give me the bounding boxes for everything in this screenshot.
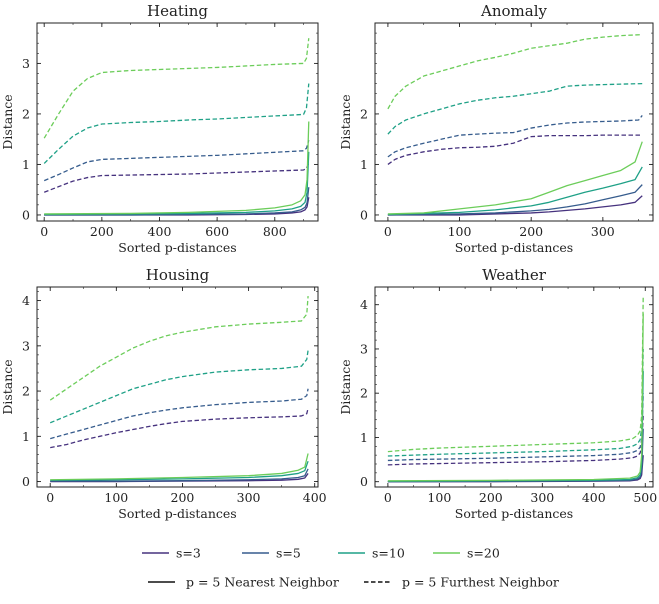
series-line-s10-dashed bbox=[43, 83, 310, 164]
legend: s=3 s=5 s=10 s=20 p = 5 Nearest Neighbor p = … bbox=[142, 546, 559, 590]
x-tick-label: 200 bbox=[479, 490, 503, 505]
x-tick-label: 500 bbox=[633, 490, 657, 505]
panel-title: Weather bbox=[482, 266, 547, 284]
x-tick-label: 600 bbox=[205, 224, 229, 239]
x-tick-label: 0 bbox=[46, 490, 54, 505]
series-line-s10-dashed bbox=[49, 350, 309, 424]
x-tick-label: 300 bbox=[591, 224, 615, 239]
y-tick-label: 0 bbox=[22, 207, 30, 222]
x-axis-label: Sorted p-distances bbox=[118, 506, 236, 521]
panel-title: Housing bbox=[146, 266, 210, 284]
series-line-s3-dashed bbox=[43, 162, 310, 193]
y-tick-label: 2 bbox=[22, 384, 30, 399]
axes-frame bbox=[36, 286, 319, 488]
x-tick-label: 100 bbox=[427, 490, 451, 505]
legend-style-label: p = 5 Furthest Neighbor bbox=[402, 575, 559, 590]
x-tick-label: 400 bbox=[148, 224, 172, 239]
x-axis-label: Sorted p-distances bbox=[455, 506, 573, 521]
y-tick-label: 3 bbox=[360, 341, 368, 356]
x-tick-label: 200 bbox=[171, 490, 195, 505]
series-group bbox=[387, 295, 644, 483]
y-tick-label: 1 bbox=[22, 429, 30, 444]
series-line-s20-dashed bbox=[49, 296, 309, 401]
x-tick-label: 100 bbox=[448, 224, 472, 239]
y-tick-label: 1 bbox=[22, 157, 30, 172]
x-tick-label: 200 bbox=[90, 224, 114, 239]
y-tick-label: 0 bbox=[22, 474, 30, 489]
panel-title: Heating bbox=[147, 2, 208, 20]
series-line-s10-solid bbox=[44, 151, 310, 216]
x-tick-label: 0 bbox=[384, 490, 392, 505]
series-line-s5-solid bbox=[50, 468, 309, 482]
y-tick-label: 2 bbox=[360, 106, 368, 121]
series-line-s10-solid bbox=[50, 460, 309, 481]
y-tick-label: 3 bbox=[22, 56, 30, 71]
series-group bbox=[49, 296, 309, 483]
series-line-s5-dashed bbox=[43, 140, 310, 182]
panel-weather: 0 100 200 300 400 500 0 1 2 3 4 Weather Sorted p-dis… bbox=[338, 266, 657, 521]
y-tick-label: 3 bbox=[22, 338, 30, 353]
series-line-s3-dashed bbox=[387, 134, 643, 165]
legend-style-label: p = 5 Nearest Neighbor bbox=[186, 575, 339, 590]
y-tick-label: 4 bbox=[360, 297, 368, 312]
series-line-s5-dashed bbox=[50, 388, 309, 440]
series-line-s5-dashed bbox=[387, 115, 643, 158]
y-axis-label: Distance bbox=[338, 94, 353, 149]
x-tick-label: 300 bbox=[530, 490, 554, 505]
y-axis-label: Distance bbox=[338, 359, 353, 414]
legend-label: s=10 bbox=[372, 546, 405, 561]
x-tick-label: 200 bbox=[519, 224, 543, 239]
y-tick-label: 2 bbox=[22, 106, 30, 121]
series-line-s20-solid bbox=[44, 121, 310, 215]
series-line-s3-solid bbox=[387, 195, 643, 216]
series-line-s20-dashed bbox=[387, 33, 643, 110]
series-line-s10-solid bbox=[387, 166, 643, 216]
series-line-s20-solid bbox=[50, 453, 309, 481]
panel-heating: 0 200 400 600 800 0 1 2 3 Heating Sorted p-distanc… bbox=[0, 2, 319, 255]
series-line-s10-dashed bbox=[387, 82, 643, 135]
series-line-s10-dashed bbox=[387, 348, 644, 457]
axes-frame bbox=[36, 22, 319, 222]
series-group bbox=[387, 33, 643, 216]
y-axis-label: Distance bbox=[0, 94, 15, 149]
series-line-s20-solid bbox=[387, 313, 644, 482]
y-axis-label: Distance bbox=[0, 359, 15, 414]
x-axis-label: Sorted p-distances bbox=[455, 240, 573, 255]
y-tick-label: 1 bbox=[360, 157, 368, 172]
series-line-s3-dashed bbox=[387, 415, 644, 466]
x-tick-label: 0 bbox=[40, 224, 48, 239]
y-tick-label: 0 bbox=[360, 474, 368, 489]
panel-title: Anomaly bbox=[480, 2, 547, 20]
panel-anomaly: 0 100 200 300 0 1 2 Anomaly Sorted p-distances Di… bbox=[338, 2, 654, 255]
x-tick-label: 400 bbox=[303, 490, 327, 505]
x-tick-label: 800 bbox=[263, 224, 287, 239]
y-tick-label: 4 bbox=[22, 293, 30, 308]
y-tick-label: 2 bbox=[360, 386, 368, 401]
series-line-s5-solid bbox=[387, 184, 643, 216]
series-line-s3-dashed bbox=[50, 408, 309, 449]
x-tick-label: 100 bbox=[104, 490, 128, 505]
series-line-s20-dashed bbox=[43, 38, 310, 139]
series-group bbox=[43, 38, 310, 216]
x-tick-label: 0 bbox=[384, 224, 392, 239]
x-axis-label: Sorted p-distances bbox=[118, 240, 236, 255]
axes-frame bbox=[374, 22, 654, 222]
x-tick-label: 300 bbox=[237, 490, 261, 505]
legend-label: s=20 bbox=[467, 546, 500, 561]
series-line-s5-dashed bbox=[387, 393, 644, 462]
y-tick-label: 1 bbox=[360, 430, 368, 445]
y-tick-label: 0 bbox=[360, 207, 368, 222]
x-tick-label: 400 bbox=[582, 490, 606, 505]
series-line-s10-solid bbox=[387, 371, 644, 482]
legend-label: s=5 bbox=[276, 546, 301, 561]
legend-label: s=3 bbox=[176, 546, 201, 561]
panel-housing: 0 100 200 300 400 0 1 2 3 4 Housing Sorted p-distan… bbox=[0, 266, 327, 521]
series-line-s20-dashed bbox=[387, 295, 644, 453]
axes-frame bbox=[374, 286, 654, 488]
series-line-s20-solid bbox=[387, 141, 643, 215]
series-line-s5-solid bbox=[44, 187, 310, 216]
